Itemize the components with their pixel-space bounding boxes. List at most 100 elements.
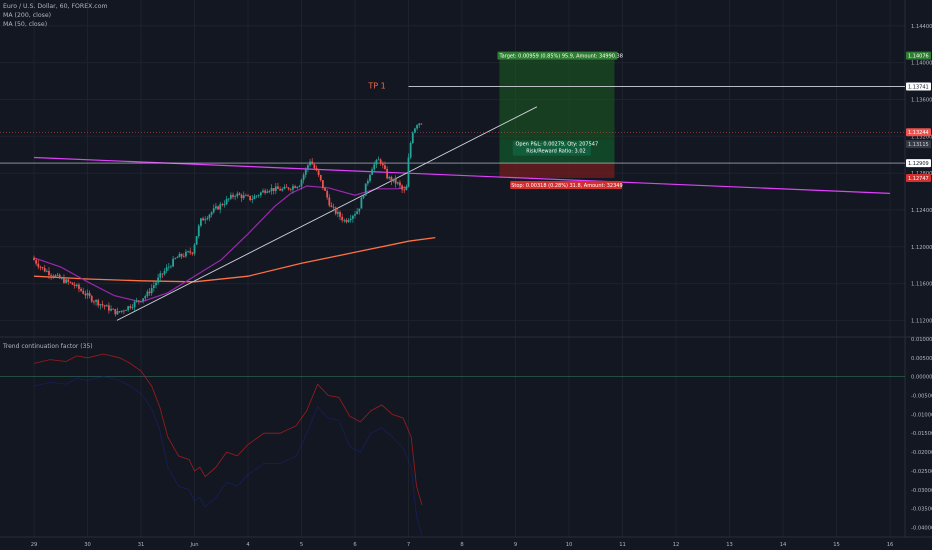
candle-body <box>78 284 80 289</box>
candle-body <box>349 218 352 221</box>
candle-body <box>148 291 151 294</box>
price-badge-target[interactable] <box>906 51 931 60</box>
candle-body <box>247 195 249 197</box>
candle-body <box>266 191 269 193</box>
candle-body <box>240 194 243 199</box>
candle-body <box>193 244 196 254</box>
candle-body <box>262 190 264 193</box>
annotation-labels: TP 1 Target: 0.00959 (0.85%) 95.9, Amount… <box>367 51 623 189</box>
price-axis[interactable]: 1.112001.116001.120001.124001.128001.132… <box>906 24 932 532</box>
oscillator-tick-label: -0.01500 <box>911 431 932 437</box>
candle-body <box>52 275 55 277</box>
candle-body <box>354 214 356 216</box>
candle-body <box>416 125 418 129</box>
candle-body <box>347 220 350 222</box>
time-axis[interactable]: 29 30 31 Jun 4 5 6 7 8 9 10 11 12 13 14 15 16 <box>31 542 894 548</box>
candle-body <box>418 123 421 126</box>
time-tick-label: 16 <box>887 542 894 548</box>
time-tick-label: 13 <box>726 542 733 548</box>
candle-body <box>304 168 307 175</box>
candle-body <box>167 266 170 268</box>
candle-body <box>225 199 228 205</box>
candle-body <box>39 266 42 268</box>
candle-body <box>285 186 288 188</box>
oscillator-tick-label: -0.02500 <box>911 469 932 475</box>
candle-body <box>379 159 382 164</box>
candle-body <box>48 270 50 276</box>
candle-body <box>234 196 237 198</box>
candle-body <box>219 204 222 210</box>
symbol-label[interactable]: Euro / U.S. Dollar, 60, FOREX.com <box>3 3 108 10</box>
candle-body <box>399 182 401 186</box>
candle-body <box>75 284 78 286</box>
candle-body <box>71 282 74 285</box>
candle-body <box>257 195 260 197</box>
candle-body <box>377 159 380 161</box>
candle-body <box>309 161 311 166</box>
tp-label: TP 1 <box>367 81 385 90</box>
candle-body <box>90 296 93 302</box>
candle-body <box>386 168 388 179</box>
candle-body <box>251 199 254 200</box>
time-tick-label: 8 <box>460 542 463 548</box>
candle-body <box>390 177 393 182</box>
candle-body <box>95 300 97 302</box>
candle-body <box>142 298 145 302</box>
price-badge-text-last: 1.13244 <box>908 130 929 136</box>
candle-body <box>84 293 87 296</box>
price-badge-stop[interactable] <box>906 173 931 182</box>
price-badge-tp[interactable] <box>906 82 931 91</box>
candle-body <box>313 164 316 169</box>
tcf-blue-line <box>33 376 423 536</box>
time-tick-label: Jun <box>189 542 198 548</box>
ma200-legend[interactable]: MA (200, close) <box>3 12 52 19</box>
price-tick-label: 1.14400 <box>911 24 932 30</box>
candle-body <box>73 284 76 286</box>
candle-body <box>343 219 346 221</box>
candle-body <box>294 186 296 188</box>
candle-body <box>396 182 399 184</box>
oscillator-tick-label: -0.00500 <box>911 393 932 399</box>
candle-body <box>328 197 331 206</box>
ma50-legend[interactable]: MA (50, close) <box>3 21 48 28</box>
price-tick-label: 1.12000 <box>911 245 932 251</box>
candle-body <box>292 186 294 190</box>
time-tick-label: 29 <box>31 542 38 548</box>
candle-body <box>170 266 172 268</box>
candle-body <box>157 277 160 283</box>
candle-body <box>65 279 67 283</box>
candle-body <box>366 180 369 184</box>
candle-body <box>373 164 376 170</box>
candle-body <box>236 193 239 197</box>
target-label-box <box>497 51 618 60</box>
time-tick-label: 10 <box>566 542 573 548</box>
oscillator-pane: Trend continuation factor (35) <box>0 343 905 536</box>
candle-body <box>322 180 324 189</box>
candle-body <box>210 212 213 215</box>
ma50-line <box>33 185 409 303</box>
oscillator-tick-label: 0.00000 <box>911 375 932 381</box>
candle-body <box>43 267 46 272</box>
price-badge-last[interactable] <box>906 128 931 137</box>
candle-body <box>37 263 40 267</box>
candle-body <box>195 236 198 245</box>
candle-body <box>264 190 267 193</box>
stop-zone[interactable] <box>499 163 615 178</box>
candle-body <box>227 198 230 200</box>
oscillator-tick-label: -0.03500 <box>911 507 932 513</box>
stop-label: Stop: 0.00318 (0.28%) 31.8, Amount: 3234… <box>511 183 622 189</box>
candle-body <box>202 218 204 221</box>
candle-body <box>362 195 365 198</box>
candle-body <box>319 175 322 181</box>
price-badge-last2[interactable] <box>906 140 931 149</box>
candle-body <box>176 257 179 259</box>
resistance-trendline <box>33 156 891 194</box>
candle-body <box>101 304 104 306</box>
candle-body <box>249 195 252 200</box>
price-badge-text-target: 1.14076 <box>908 54 929 60</box>
candle-body <box>161 273 164 275</box>
candle-body <box>150 288 153 294</box>
candle-body <box>33 257 35 261</box>
price-badge-entry[interactable] <box>906 159 931 168</box>
